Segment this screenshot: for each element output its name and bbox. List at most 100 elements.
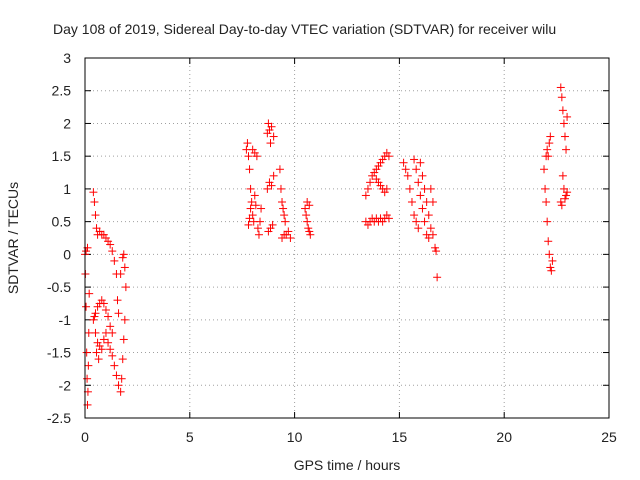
data-point bbox=[247, 198, 256, 206]
data-point bbox=[244, 220, 253, 229]
y-tick-label: 2 bbox=[63, 115, 71, 131]
data-point bbox=[95, 227, 104, 236]
x-axis-label: GPS time / hours bbox=[294, 457, 401, 473]
data-point bbox=[114, 381, 123, 390]
y-tick-label: 3 bbox=[63, 50, 71, 66]
data-point bbox=[99, 335, 108, 344]
data-point bbox=[244, 152, 253, 161]
data-point bbox=[540, 165, 549, 174]
data-point bbox=[250, 191, 259, 200]
data-point bbox=[543, 145, 552, 154]
data-point bbox=[114, 309, 123, 318]
data-point bbox=[302, 211, 311, 220]
data-point bbox=[422, 230, 431, 239]
x-tick-label: 15 bbox=[392, 429, 408, 445]
data-point bbox=[303, 198, 312, 206]
y-tick-label: -0.5 bbox=[47, 279, 71, 295]
data-point bbox=[562, 145, 571, 154]
data-point bbox=[106, 240, 115, 249]
data-point bbox=[84, 328, 93, 337]
y-tick-label: -2.5 bbox=[47, 410, 71, 426]
data-point bbox=[305, 201, 314, 210]
data-point bbox=[106, 322, 115, 331]
y-tick-label: 1.5 bbox=[52, 148, 72, 164]
data-point bbox=[90, 198, 99, 206]
data-point bbox=[89, 188, 98, 197]
data-point bbox=[380, 188, 389, 197]
data-point bbox=[366, 178, 375, 187]
data-point bbox=[376, 158, 385, 167]
data-point bbox=[384, 152, 393, 161]
data-point bbox=[382, 211, 391, 220]
data-point bbox=[426, 224, 435, 233]
data-point bbox=[266, 224, 275, 233]
tick-layer: 0 5 10 15 20 25 -2.5 -2 -1.5 -1 -0.5 0 0.5 1 1.5 2 2.5 3 bbox=[47, 50, 617, 445]
data-point bbox=[376, 181, 385, 190]
data-point bbox=[401, 165, 410, 174]
data-point bbox=[410, 211, 419, 220]
data-point bbox=[275, 165, 284, 174]
data-point bbox=[306, 230, 315, 239]
data-point bbox=[245, 165, 254, 174]
data-point bbox=[248, 145, 257, 154]
data-point bbox=[378, 217, 387, 226]
data-point bbox=[405, 184, 414, 193]
data-point bbox=[280, 211, 289, 220]
data-point bbox=[279, 204, 288, 213]
data-point bbox=[556, 198, 565, 206]
data-point bbox=[414, 178, 423, 187]
y-tick-label: 0 bbox=[63, 246, 71, 262]
data-point bbox=[368, 171, 377, 180]
x-tick-label: 5 bbox=[186, 429, 194, 445]
data-point bbox=[556, 83, 565, 92]
data-point bbox=[281, 217, 290, 226]
y-axis-label: SDTVAR / TECUs bbox=[5, 182, 21, 294]
data-point bbox=[108, 351, 117, 360]
data-point bbox=[286, 234, 295, 242]
data-point bbox=[116, 387, 125, 396]
data-point bbox=[94, 355, 103, 364]
data-point bbox=[560, 194, 569, 203]
data-point bbox=[108, 328, 117, 337]
data-point bbox=[92, 348, 101, 357]
data-point bbox=[420, 217, 429, 226]
data-point bbox=[266, 139, 275, 148]
data-point bbox=[82, 302, 91, 311]
chart-title: Day 108 of 2019, Sidereal Day-to-day VTE… bbox=[53, 21, 556, 37]
data-point bbox=[545, 250, 554, 259]
data-point bbox=[363, 220, 372, 229]
data-point bbox=[418, 171, 427, 180]
data-point bbox=[282, 230, 291, 239]
data-point bbox=[560, 132, 569, 141]
data-point bbox=[428, 198, 437, 206]
data-point bbox=[542, 198, 551, 206]
data-point bbox=[304, 224, 313, 233]
data-point bbox=[557, 93, 566, 102]
data-point bbox=[90, 312, 99, 321]
data-point bbox=[414, 224, 423, 233]
x-tick-label: 20 bbox=[496, 429, 512, 445]
y-tick-label: 0.5 bbox=[52, 214, 72, 230]
data-point bbox=[91, 309, 100, 318]
data-point bbox=[91, 211, 100, 220]
data-point bbox=[267, 122, 276, 131]
data-point bbox=[563, 188, 572, 197]
data-point bbox=[562, 191, 571, 200]
data-point bbox=[384, 214, 393, 223]
data-point bbox=[257, 204, 266, 213]
data-point bbox=[269, 132, 278, 141]
data-point bbox=[305, 227, 314, 236]
y-tick-label: -1 bbox=[59, 312, 72, 328]
data-point bbox=[93, 302, 102, 311]
data-point bbox=[265, 178, 274, 187]
data-point bbox=[250, 148, 259, 157]
data-point bbox=[265, 126, 274, 134]
data-point bbox=[245, 214, 254, 223]
data-point bbox=[378, 155, 387, 164]
data-point bbox=[424, 211, 433, 220]
data-point bbox=[399, 158, 408, 167]
data-point bbox=[548, 256, 557, 265]
data-point bbox=[99, 230, 108, 239]
